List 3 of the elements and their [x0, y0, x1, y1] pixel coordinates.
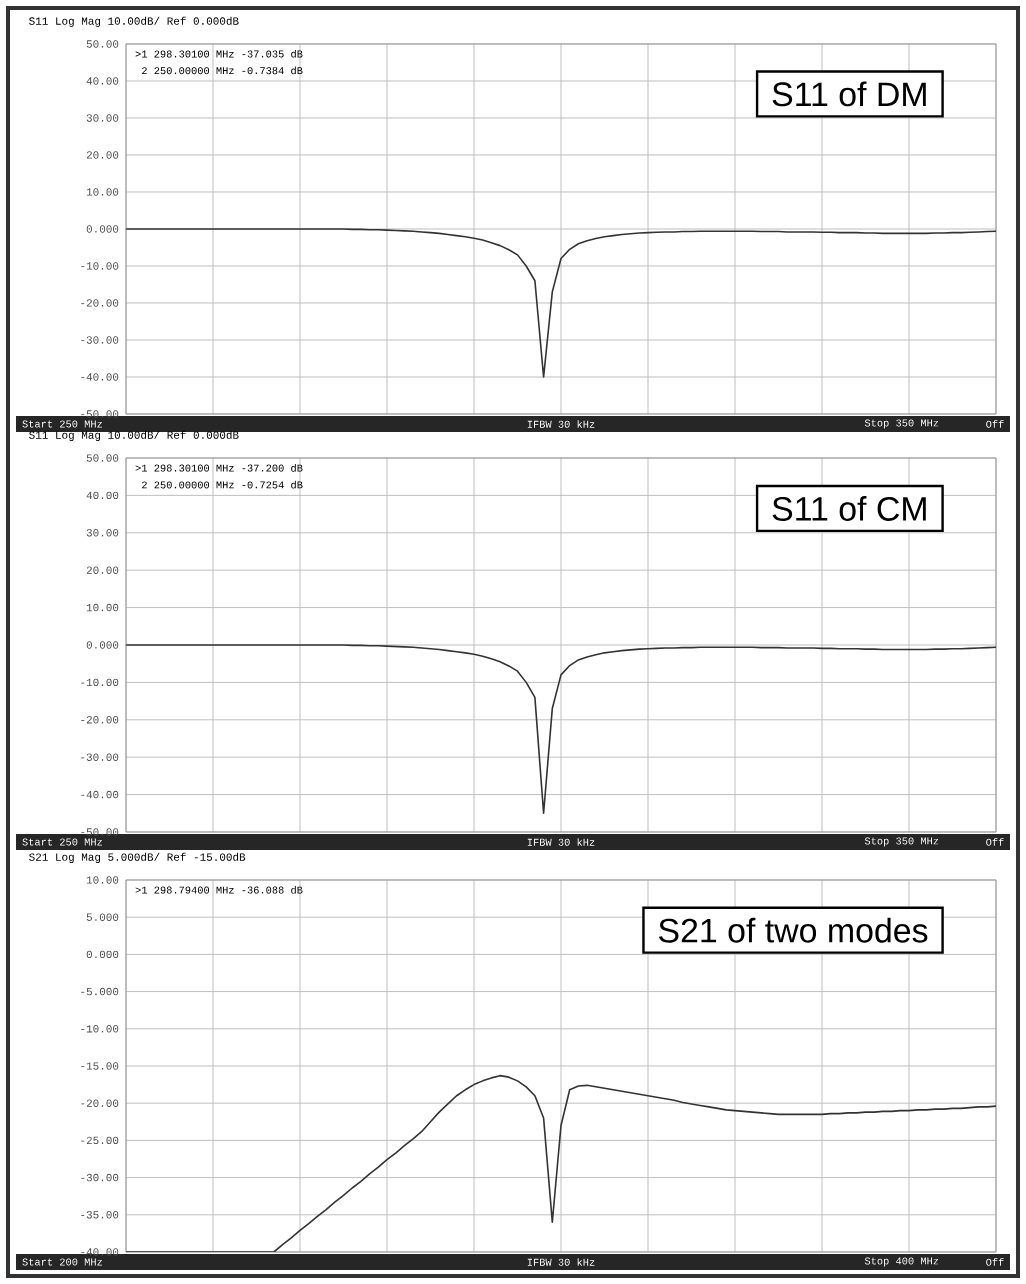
annotation: S11 of DM: [772, 81, 926, 107]
annotation: S21 of two modes: [659, 917, 928, 943]
annotation: S11 of CM: [772, 496, 926, 521]
